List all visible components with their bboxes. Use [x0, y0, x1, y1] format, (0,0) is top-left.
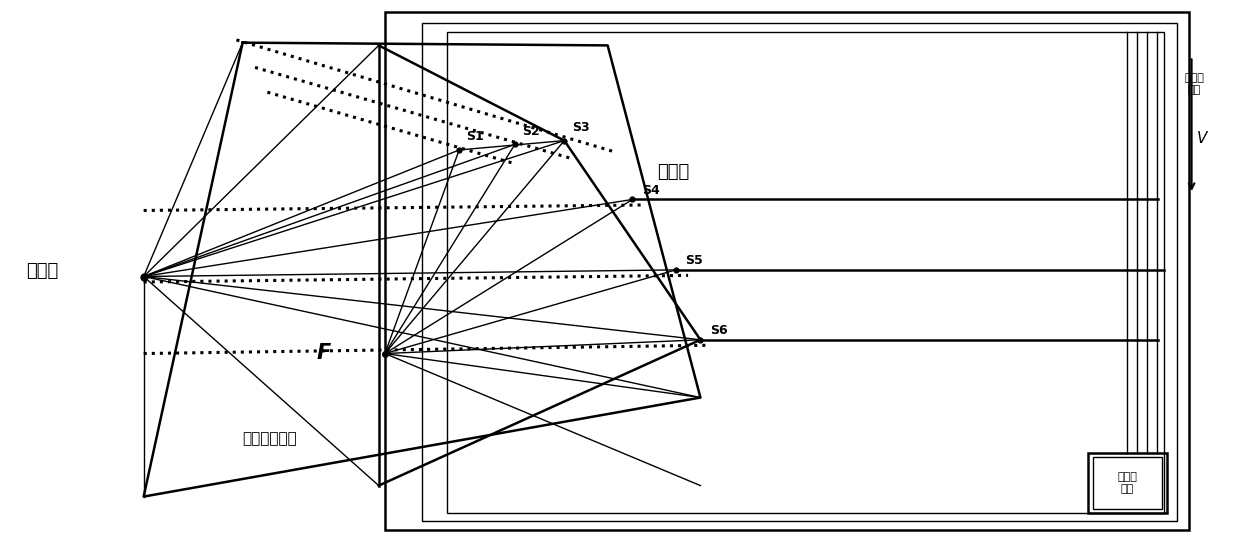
Text: S4: S4: [642, 184, 660, 197]
Text: 电送工
作站: 电送工 作站: [1184, 73, 1204, 95]
Bar: [384, 12, 1189, 530]
Text: 背水面: 背水面: [657, 163, 689, 181]
Text: S5: S5: [686, 254, 703, 268]
Text: S1: S1: [466, 130, 485, 143]
Bar: [422, 23, 1177, 521]
Text: 迎水面: 迎水面: [26, 262, 58, 280]
Text: V: V: [1197, 132, 1207, 147]
Text: F: F: [317, 343, 331, 363]
Text: S2: S2: [522, 124, 539, 138]
Bar: [1092, 457, 1162, 509]
Text: S3: S3: [572, 121, 589, 134]
Bar: [1087, 452, 1167, 513]
Bar: [446, 32, 1164, 513]
Text: 电送工
作站: 电送工 作站: [1117, 472, 1137, 494]
Text: 水位监测装置: 水位监测装置: [243, 431, 298, 446]
Text: S6: S6: [711, 324, 728, 337]
